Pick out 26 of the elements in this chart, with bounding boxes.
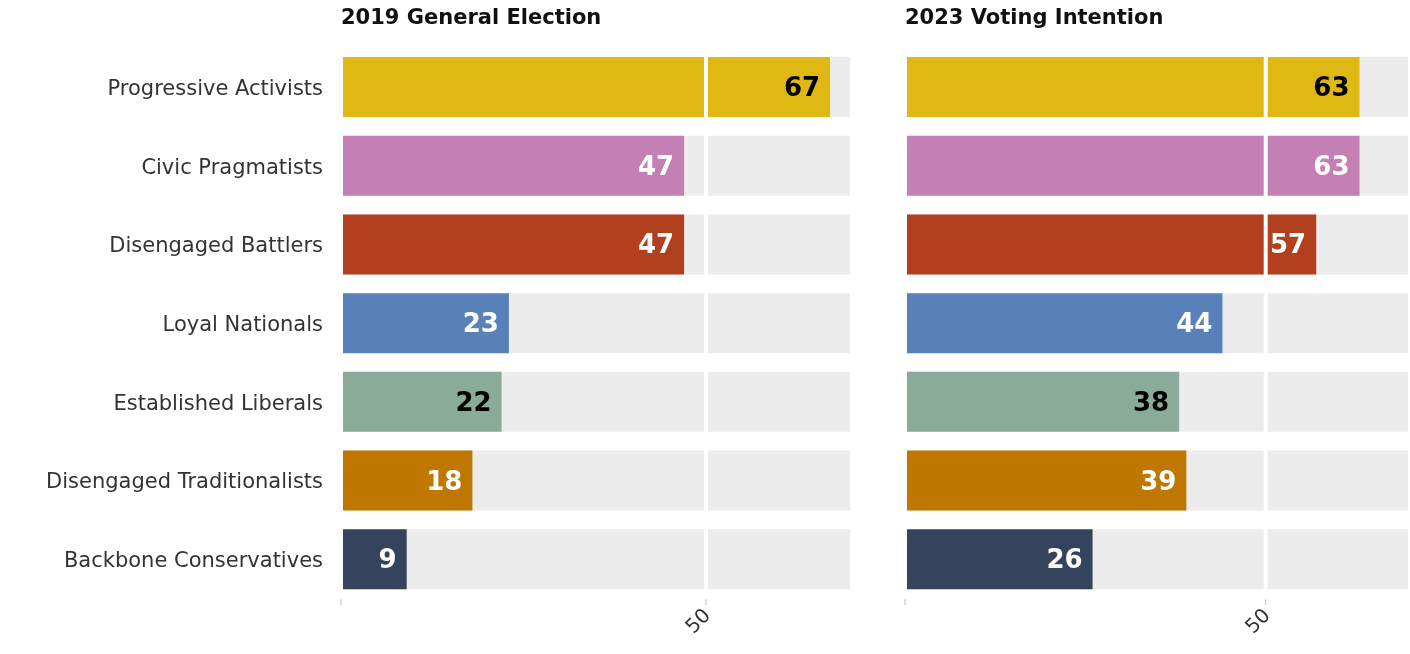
data-label: 57 <box>1270 229 1307 260</box>
y-tick-label: Loyal Nationals <box>162 311 323 336</box>
y-tick-label: Established Liberals <box>113 390 323 415</box>
data-label: 44 <box>1176 308 1213 339</box>
y-tick-label: Civic Pragmatists <box>141 154 323 179</box>
x-tick-label: 50 <box>680 603 715 638</box>
data-label: 22 <box>455 386 492 417</box>
chart-title: 2019 General Election <box>341 5 602 29</box>
data-label: 63 <box>1313 72 1350 102</box>
y-tick-label: Backbone Conservatives <box>63 548 323 573</box>
data-label: 47 <box>637 150 675 181</box>
data-label: 63 <box>1313 150 1350 181</box>
data-label: 26 <box>1046 544 1083 575</box>
data-label: 47 <box>637 229 675 260</box>
data-label: 38 <box>1132 386 1170 417</box>
y-tick-label: Disengaged Traditionalists <box>46 469 323 494</box>
data-label: 23 <box>462 308 499 339</box>
data-label: 9 <box>378 544 397 575</box>
data-label: 67 <box>783 72 821 102</box>
y-tick-label: Progressive Activists <box>107 75 323 100</box>
data-label: 39 <box>1140 465 1177 496</box>
y-tick-label: Disengaged Battlers <box>109 233 323 258</box>
chart-title: 2023 Voting Intention <box>905 5 1164 29</box>
bar <box>341 529 407 590</box>
data-label: 18 <box>426 465 463 496</box>
x-tick-label: 50 <box>1239 603 1275 638</box>
